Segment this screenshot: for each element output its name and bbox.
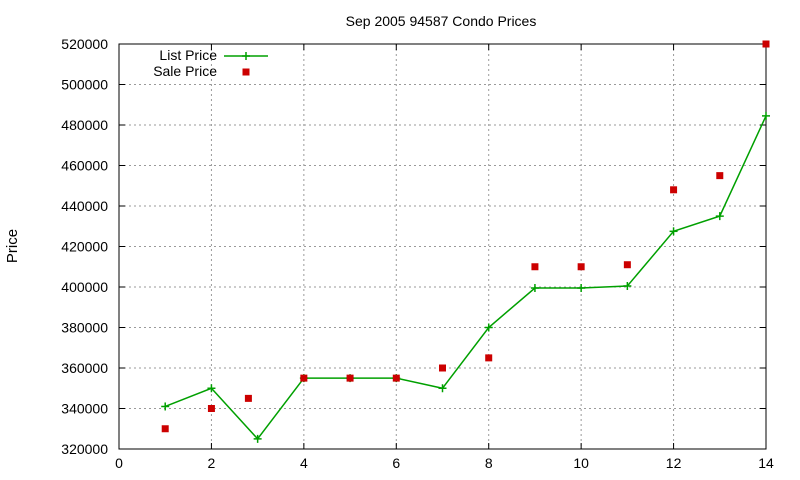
sale-price-point <box>244 394 252 402</box>
sale-price-point <box>161 425 169 433</box>
sale-price-point <box>716 172 724 180</box>
y-tick-label: 480000 <box>61 117 108 133</box>
x-tick-label: 6 <box>392 455 400 471</box>
list-price-point <box>762 111 770 120</box>
sale-price-point <box>531 263 539 271</box>
sale-price-point <box>670 186 678 194</box>
y-tick-label: 500000 <box>61 77 108 93</box>
list-price-point <box>669 227 678 236</box>
legend-label-list-price: List Price <box>159 47 217 63</box>
chart-title: Sep 2005 94587 Condo Prices <box>346 13 537 29</box>
legend-label-sale-price: Sale Price <box>153 63 217 79</box>
ticks-layer: 0 2 4 6 8 10 12 14 320000 340000 360000 380000 40000… <box>61 36 774 471</box>
x-tick-label: 4 <box>300 455 308 471</box>
sale-price-point <box>392 374 400 382</box>
x-tick-label: 12 <box>666 455 682 471</box>
x-tick-label: 14 <box>758 455 774 471</box>
list-price-point <box>623 281 632 290</box>
sale-price-point <box>300 374 308 382</box>
list-price-point <box>484 323 493 332</box>
sale-price-point <box>623 261 631 269</box>
y-tick-label: 460000 <box>61 158 108 174</box>
sale-price-point <box>577 263 585 271</box>
sale-price-point <box>346 374 354 382</box>
legend-marker-sale-price <box>242 68 250 76</box>
legend: List Price Sale Price <box>153 47 268 79</box>
legend-sample-list-price <box>224 52 268 60</box>
x-tick-label: 8 <box>485 455 493 471</box>
legend-sample-sale-price <box>242 68 250 76</box>
y-tick-label: 340000 <box>61 401 108 417</box>
list-price-point <box>253 434 262 443</box>
y-tick-label: 520000 <box>61 36 108 52</box>
list-price-point <box>161 402 170 411</box>
sale-price-point <box>207 405 215 412</box>
series-layer <box>161 40 770 443</box>
y-tick-label: 320000 <box>61 441 108 457</box>
sale-price-point <box>762 40 770 48</box>
y-axis-label: Price <box>4 229 21 263</box>
sale-price-point <box>485 354 493 362</box>
x-tick-label: 0 <box>115 455 123 471</box>
y-tick-label: 420000 <box>61 239 108 255</box>
y-tick-label: 360000 <box>61 360 108 376</box>
x-tick-label: 2 <box>208 455 216 471</box>
list-price-point <box>207 384 216 393</box>
list-price-point <box>438 384 447 393</box>
y-tick-label: 440000 <box>61 198 108 214</box>
list-price-point <box>530 284 539 293</box>
sale-price-point <box>439 364 446 372</box>
y-tick-label: 380000 <box>61 320 108 336</box>
legend-marker-list-price <box>242 52 250 60</box>
list-price-line <box>164 115 767 441</box>
list-price-point <box>715 212 724 221</box>
y-tick-label: 400000 <box>61 279 108 295</box>
x-tick-label: 10 <box>573 455 589 471</box>
list-price-point <box>577 284 586 293</box>
